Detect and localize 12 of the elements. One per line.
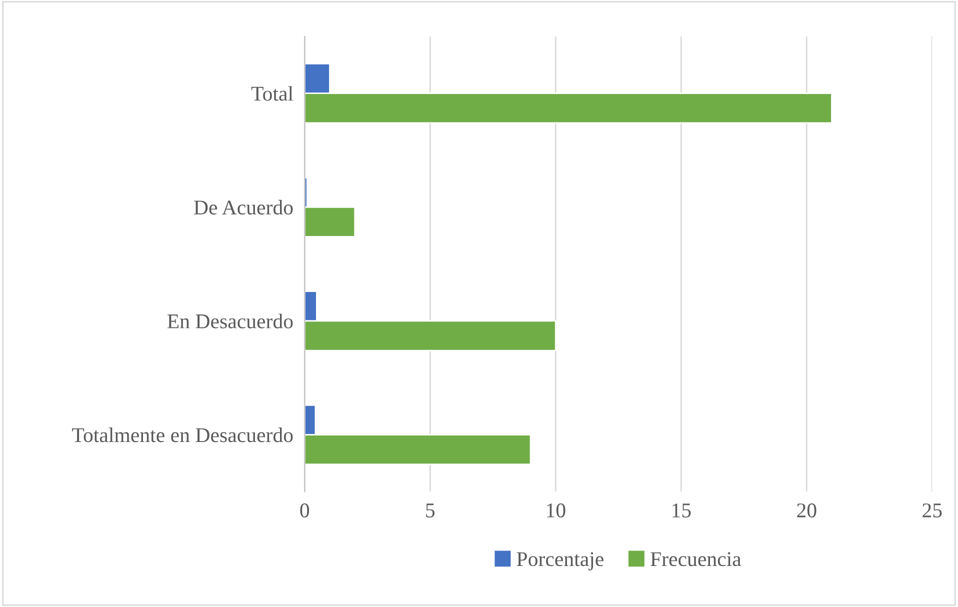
- x-tick-label: 15: [672, 503, 691, 518]
- x-tick-label: 0: [300, 503, 310, 518]
- legend-label: Frecuencia: [650, 552, 742, 566]
- y-tick-label: Total: [251, 86, 294, 101]
- legend-label: Porcentaje: [516, 552, 604, 570]
- y-tick-label: Totalmente en Desacuerdo: [72, 428, 293, 442]
- y-tick-label: De Acuerdo: [194, 200, 293, 215]
- x-tick-label: 10: [547, 503, 566, 518]
- x-tick-label: 5: [426, 504, 435, 518]
- x-tick-label: 20: [797, 503, 816, 518]
- x-tick-label: 25: [922, 503, 942, 518]
- y-tick-label: En Desacuerdo: [167, 314, 293, 328]
